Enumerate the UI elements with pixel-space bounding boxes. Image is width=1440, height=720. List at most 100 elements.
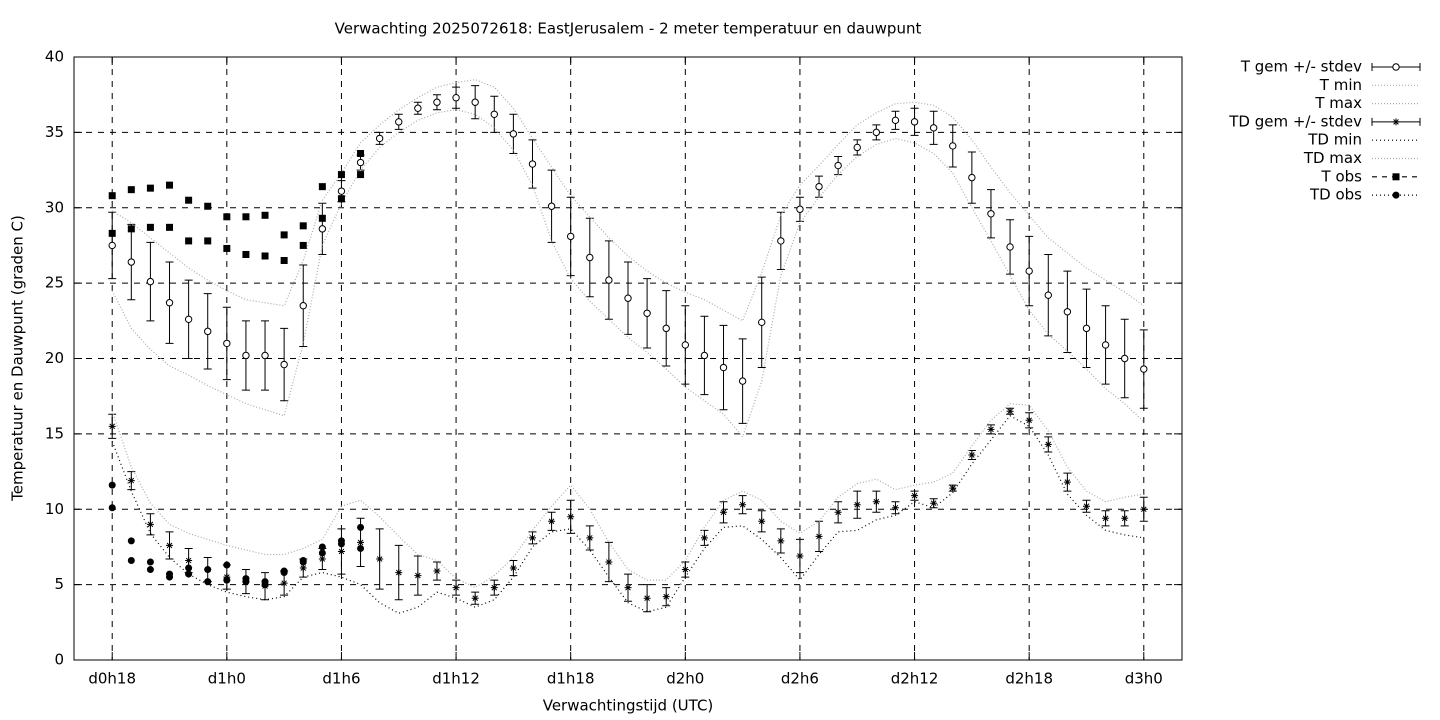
marker: [261, 252, 269, 260]
marker: [1102, 514, 1110, 522]
error-point: [528, 139, 537, 189]
series-line: [111, 109, 1145, 439]
y-tick-label: 0: [54, 651, 64, 669]
marker: [872, 128, 881, 137]
error-point: [547, 169, 556, 243]
marker: [146, 520, 154, 528]
marker: [1025, 416, 1033, 424]
error-point: [222, 306, 231, 381]
error-point: [490, 95, 499, 133]
marker: [1120, 354, 1129, 363]
marker: [127, 477, 135, 485]
marker: [223, 213, 231, 221]
y-tick-label: 20: [45, 349, 64, 367]
error-point: [834, 501, 843, 524]
marker: [834, 508, 842, 516]
marker: [108, 241, 116, 250]
error-point: [1101, 305, 1110, 385]
x-tick-label: d1h6: [322, 670, 360, 688]
marker: [166, 181, 174, 189]
y-tick-label: 25: [45, 274, 64, 292]
marker: [299, 558, 307, 566]
error-point: [452, 579, 461, 596]
marker: [700, 351, 709, 360]
marker: [681, 566, 689, 574]
marker: [1044, 440, 1052, 448]
marker: [700, 534, 708, 542]
marker: [1082, 502, 1090, 510]
marker: [815, 532, 823, 540]
y-tick-label: 5: [54, 575, 64, 593]
error-point: [1082, 499, 1091, 513]
marker: [357, 538, 365, 546]
legend-label: T obs: [1321, 167, 1363, 185]
marker: [146, 566, 154, 574]
series-line: [111, 415, 1144, 614]
marker: [165, 299, 174, 307]
error-point: [165, 261, 174, 344]
marker: [108, 481, 116, 489]
marker: [242, 351, 250, 360]
legend-label: TD min: [1307, 131, 1362, 149]
error-point: [604, 541, 613, 583]
marker: [299, 302, 307, 310]
marker: [204, 237, 212, 245]
error-point: [795, 196, 804, 222]
marker: [261, 581, 269, 589]
x-tick-label: d1h0: [208, 670, 246, 688]
marker: [223, 244, 231, 252]
error-point: [662, 587, 671, 607]
error-point: [1120, 510, 1129, 527]
marker: [643, 309, 651, 317]
x-tick-label: d1h18: [547, 670, 595, 688]
x-tick-label: d2h12: [891, 670, 939, 688]
marker: [166, 541, 174, 549]
error-point: [337, 180, 346, 203]
legend-label: TD max: [1303, 149, 1362, 167]
error-point: [432, 94, 441, 111]
x-tick-label: d3h0: [1125, 670, 1163, 688]
error-point: [719, 501, 728, 524]
marker: [337, 195, 345, 203]
marker: [166, 223, 174, 231]
error-point: [815, 175, 824, 198]
error-point: [184, 279, 193, 359]
error-point: [1101, 510, 1110, 527]
error-point: [1025, 235, 1034, 307]
error-point: [948, 484, 957, 492]
chart-title: Verwachting 2025072618: EastJerusalem - …: [335, 20, 922, 38]
marker: [299, 241, 307, 249]
marker: [1392, 173, 1400, 181]
marker: [930, 499, 938, 507]
marker: [357, 523, 365, 531]
marker: [261, 351, 269, 360]
error-point: [948, 124, 957, 168]
marker: [834, 161, 842, 170]
error-point: [1082, 288, 1091, 369]
marker: [280, 579, 288, 587]
marker: [433, 567, 441, 575]
marker: [337, 187, 346, 195]
marker: [184, 315, 193, 324]
error-point: [891, 110, 900, 130]
marker: [490, 584, 498, 592]
marker: [280, 569, 288, 577]
marker: [662, 324, 670, 333]
marker: [204, 578, 212, 586]
y-tick-label: 35: [45, 123, 64, 141]
marker: [242, 578, 250, 586]
marker: [949, 484, 957, 492]
marker: [146, 223, 154, 231]
marker: [318, 214, 326, 222]
marker: [1006, 407, 1014, 415]
error-point: [929, 110, 938, 145]
error-point: [795, 538, 804, 574]
marker: [796, 552, 804, 560]
error-point: [700, 315, 709, 396]
marker: [223, 339, 231, 348]
x-tick-label: d2h18: [1005, 670, 1053, 688]
error-point: [394, 113, 403, 130]
error-point: [146, 513, 155, 536]
error-point: [738, 495, 747, 515]
